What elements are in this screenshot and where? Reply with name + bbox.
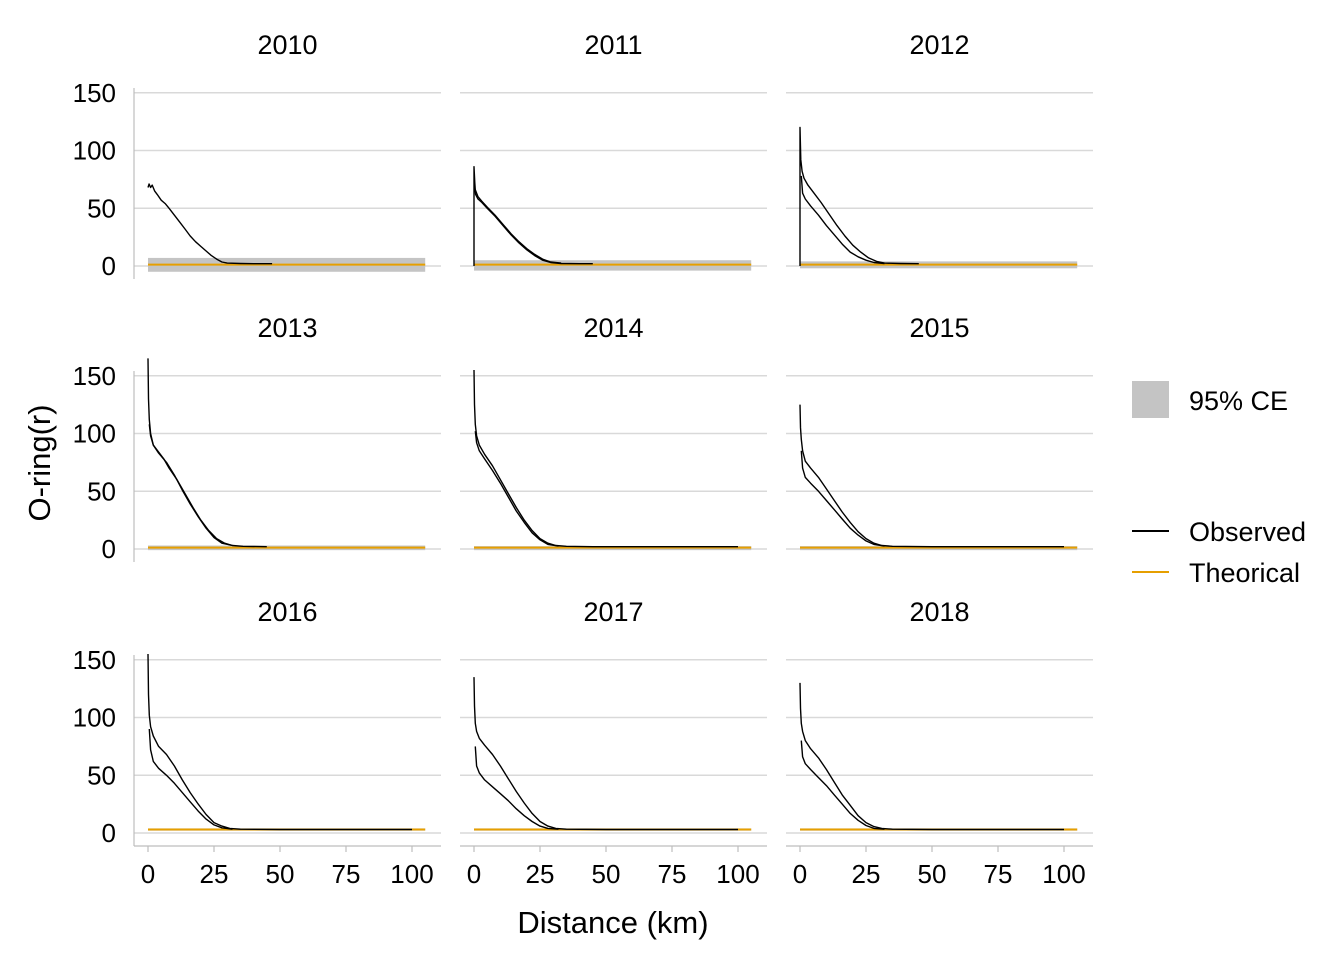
x-tick-label: 25: [852, 859, 881, 889]
legend-theoretical-label: Theorical: [1189, 558, 1300, 588]
x-tick-label: 100: [1042, 859, 1085, 889]
x-tick-label: 100: [390, 859, 433, 889]
panel-2012: 2012: [786, 30, 1093, 269]
observed-line-1: [147, 183, 273, 265]
y-tick-label: 150: [73, 361, 116, 391]
observed-line-2: [474, 189, 562, 264]
panel-title: 2014: [583, 313, 643, 343]
panel-2013: 2013 0 50 100 150: [73, 313, 441, 564]
y-tick-label: 50: [87, 193, 116, 223]
x-tick-label: 0: [793, 859, 807, 889]
panel-title: 2015: [909, 313, 969, 343]
panel-title: 2013: [257, 313, 317, 343]
y-tick-label: 50: [87, 476, 116, 506]
panel-title: 2018: [909, 597, 969, 627]
observed-line-1: [473, 369, 738, 548]
observed-line-2: [148, 424, 233, 547]
x-tick-label: 50: [918, 859, 947, 889]
observed-line-2: [474, 746, 559, 830]
x-tick-label: 25: [200, 859, 229, 889]
observed-line-1: [799, 126, 919, 266]
x-tick-label: 50: [592, 859, 621, 889]
x-tick-label: 50: [266, 859, 295, 889]
observed-line-1: [473, 166, 593, 266]
y-tick-label: 100: [73, 136, 116, 166]
observed-line-2: [148, 728, 233, 830]
x-tick-label: 0: [141, 859, 155, 889]
panel-2014: 2014: [460, 313, 767, 551]
x-tick-label: 75: [984, 859, 1013, 889]
x-tick-label: 75: [658, 859, 687, 889]
y-tick-label: 50: [87, 760, 116, 790]
panel-2016: 2016 0 50 100 150 0 25 50 75 100: [73, 597, 441, 889]
observed-line-1: [147, 358, 267, 548]
panel-title: 2011: [584, 30, 642, 60]
panel-2018: 2018 0 25 50 75 100: [786, 597, 1093, 889]
legend-observed-label: Observed: [1189, 517, 1306, 547]
observed-line-1: [147, 653, 412, 831]
y-tick-label: 100: [73, 703, 116, 733]
x-tick-label: 75: [332, 859, 361, 889]
y-tick-label: 100: [73, 419, 116, 449]
panel-2010: 2010 0 50 100 150: [73, 30, 441, 281]
observed-line-2: [800, 450, 885, 547]
panel-title: 2012: [909, 30, 969, 60]
y-tick-label: 0: [102, 534, 116, 564]
legend-ribbon-key: [1132, 381, 1169, 418]
panel-title: 2016: [257, 597, 317, 627]
panel-2017: 2017 0 25 50 75 100: [460, 597, 767, 889]
panel-2011: 2011: [460, 30, 767, 271]
x-tick-label: 100: [716, 859, 759, 889]
y-axis-title: O-ring(r): [22, 404, 57, 521]
observed-line-2: [474, 431, 559, 547]
legend-ribbon-label: 95% CE: [1189, 386, 1288, 416]
x-axis-title: Distance (km): [517, 905, 708, 940]
observed-line-2: [800, 740, 885, 830]
facet-panels: 2010 0 50 100 150 2011 2012 2013 0 50 100 150 2014 20…: [73, 30, 1093, 889]
panel-2015: 2015: [786, 313, 1093, 551]
legend: 95% CE Observed Theorical: [1132, 381, 1306, 588]
y-tick-label: 0: [102, 818, 116, 848]
y-tick-label: 150: [73, 78, 116, 108]
y-tick-label: 150: [73, 645, 116, 675]
observed-line-1: [799, 404, 1064, 548]
y-tick-label: 0: [102, 251, 116, 281]
x-tick-label: 25: [526, 859, 555, 889]
panel-title: 2010: [257, 30, 317, 60]
x-tick-label: 0: [467, 859, 481, 889]
panel-title: 2017: [583, 597, 643, 627]
observed-line-1: [799, 682, 1064, 831]
observed-line-2: [800, 175, 885, 265]
